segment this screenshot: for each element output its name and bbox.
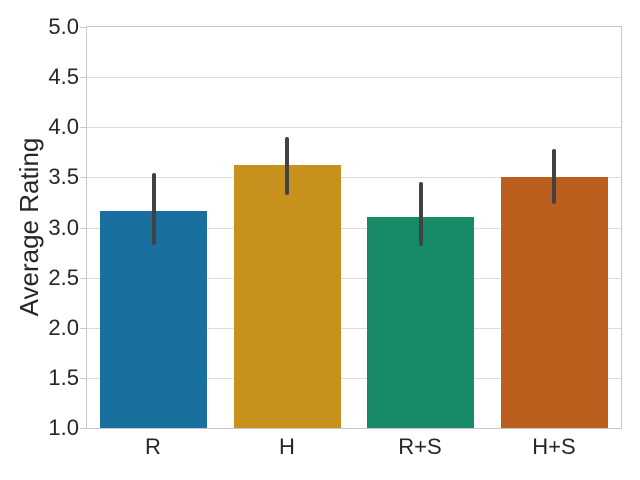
x-tick-label-h: H [279,434,295,459]
gridline [87,77,621,78]
y-tick-mark [80,328,86,329]
bar-r-s [367,217,474,428]
plot-area [86,26,622,429]
error-bar-h-s [552,149,556,204]
error-bar-r-s [419,182,423,246]
bar-h-s [501,177,608,428]
y-tick-label: 2.0 [48,315,79,340]
error-bar-h [285,137,289,195]
gridline [87,228,621,229]
y-tick-label: 4.0 [48,114,79,139]
y-tick-label: 3.5 [48,164,79,189]
y-tick-label: 2.5 [48,265,79,290]
gridline [87,378,621,379]
x-tick-label-h-s: H+S [532,434,576,459]
y-tick-mark [80,378,86,379]
y-tick-label: 1.5 [48,365,79,390]
bar-h [234,165,341,428]
y-tick-label: 5.0 [48,14,79,39]
gridline [87,278,621,279]
y-tick-mark [80,428,86,429]
y-tick-label: 1.0 [48,415,79,440]
error-bar-r [152,173,156,245]
y-tick-label: 4.5 [48,64,79,89]
y-tick-label: 3.0 [48,215,79,240]
y-tick-mark [80,27,86,28]
gridline [87,177,621,178]
y-tick-mark [80,177,86,178]
y-tick-mark [80,228,86,229]
x-tick-label-r: R [145,434,161,459]
bar-r [100,211,207,428]
gridline [87,328,621,329]
y-tick-mark [80,278,86,279]
gridline [87,127,621,128]
y-tick-mark [80,127,86,128]
x-tick-label-r-s: R+S [398,434,442,459]
y-tick-mark [80,77,86,78]
